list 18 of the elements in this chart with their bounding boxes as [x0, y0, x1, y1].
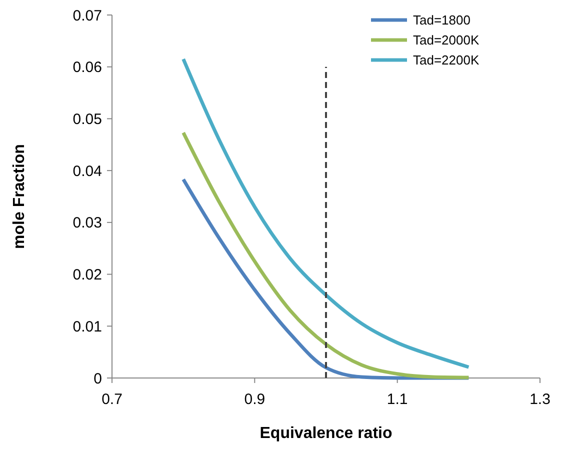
- line-series: [182, 130, 470, 380]
- legend-label: Tad=1800: [413, 12, 470, 28]
- x-tick-label: 1.1: [386, 391, 408, 408]
- legend-label: Tad=2000K: [413, 32, 480, 48]
- y-tick-label: 0.03: [72, 214, 102, 232]
- x-tick-label: 0.7: [102, 391, 122, 408]
- legend-label: Tad=2200K: [413, 52, 480, 68]
- y-tick-label: 0.02: [72, 266, 102, 284]
- y-tick-label: 0.07: [72, 7, 102, 24]
- y-tick-label: 0.05: [72, 110, 102, 128]
- y-tick-label: 0.06: [72, 59, 102, 76]
- x-tick-label: 1.3: [530, 391, 550, 408]
- y-tick-label: 0.01: [72, 318, 102, 336]
- x-tick-label: 0.9: [244, 391, 266, 408]
- x-axis-title: Equivalence ratio: [260, 425, 392, 442]
- y-tick-label: 0.04: [72, 162, 102, 180]
- y-tick-label: 0: [94, 370, 102, 388]
- y-axis-title: mole Fraction: [11, 144, 28, 249]
